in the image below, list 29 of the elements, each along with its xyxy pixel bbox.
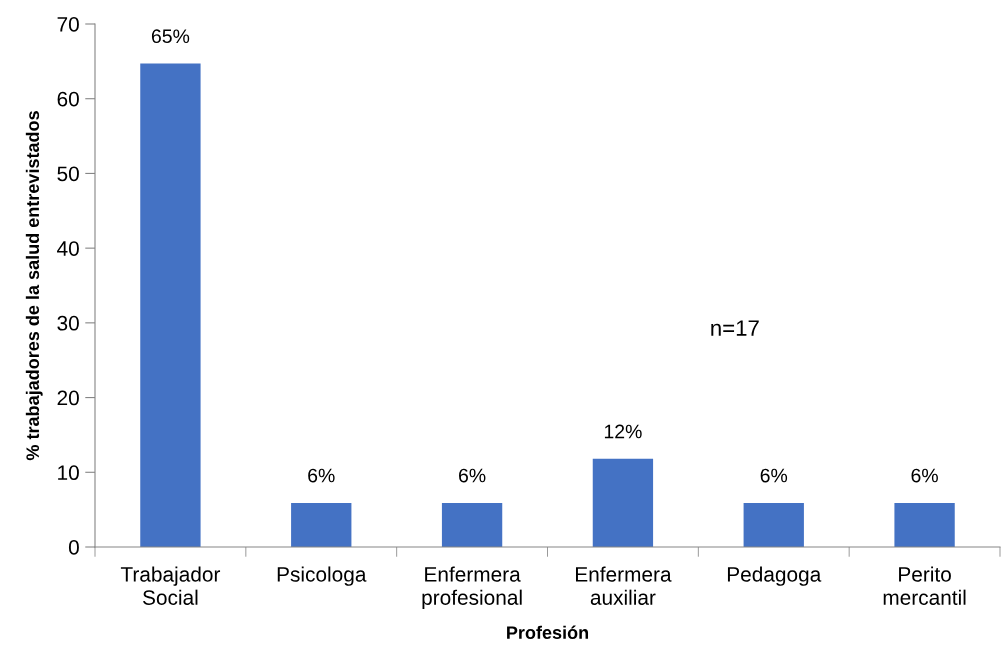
x-tick-label: Trabajador Social: [120, 566, 221, 605]
y-tick-label: 30: [57, 315, 79, 331]
y-axis-title: % trabajadores de la salud entrevistados: [25, 111, 43, 461]
annotation: n=17: [711, 320, 759, 336]
x-tick-label: Perito mercantil: [883, 566, 966, 605]
x-axis-title: Profesión: [507, 625, 589, 639]
x-tick-label: Psicologa: [277, 566, 367, 586]
bar: [441, 502, 503, 547]
y-tick-label: 10: [58, 465, 79, 481]
y-tick-label: 0: [68, 540, 79, 555]
data-label: 6%: [760, 468, 788, 483]
data-label: 6%: [459, 468, 486, 483]
bar: [894, 502, 955, 547]
y-tick-label: 20: [57, 390, 79, 406]
bar: [291, 502, 352, 547]
data-label: 6%: [308, 468, 335, 483]
bar: [592, 458, 654, 547]
x-tick-label: Enfermera profesional: [422, 566, 522, 610]
y-tick-label: 60: [57, 91, 79, 107]
data-label: 6%: [911, 468, 938, 483]
y-tick-label: 70: [57, 17, 79, 32]
y-tick-label: 50: [57, 166, 79, 182]
bar: [743, 502, 804, 547]
data-label: 12%: [604, 424, 642, 439]
bar: [140, 63, 201, 547]
x-tick-label: Pedagoga: [727, 566, 822, 586]
y-tick-label: 40: [57, 241, 79, 256]
data-label: 65%: [151, 29, 190, 44]
x-tick-label: Enfermera auxiliar: [576, 566, 672, 605]
